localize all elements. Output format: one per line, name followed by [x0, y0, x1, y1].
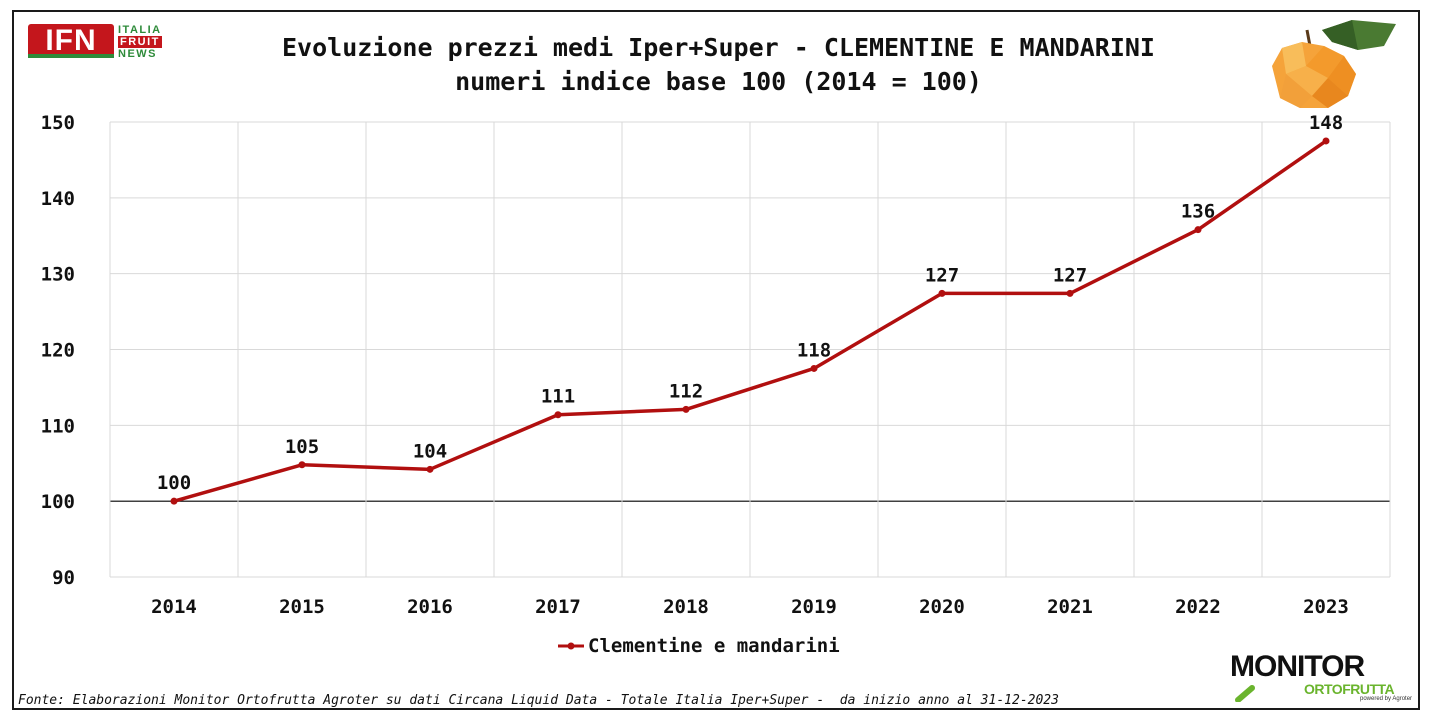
- data-label: 148: [1309, 112, 1343, 134]
- ifn-logo: IFN ITALIA FRUIT NEWS: [28, 24, 168, 62]
- x-tick-label: 2018: [663, 596, 709, 618]
- data-point: [1194, 226, 1202, 234]
- monitor-ortofrutta-logo: MONITOR ORTOFRUTTA powered by Agroter: [1230, 650, 1416, 702]
- y-tick-label: 130: [41, 264, 75, 286]
- y-tick-label: 100: [41, 491, 75, 513]
- chart-subtitle: numeri indice base 100 (2014 = 100): [455, 67, 982, 96]
- chart-title: Evoluzione prezzi medi Iper+Super - CLEM…: [282, 33, 1155, 62]
- legend-label: Clementine e mandarini: [588, 635, 840, 657]
- data-label: 105: [285, 436, 319, 458]
- data-point: [810, 364, 818, 372]
- data-point: [426, 465, 434, 473]
- x-tick-label: 2019: [791, 596, 837, 618]
- data-label: 127: [925, 264, 959, 286]
- data-label: 136: [1181, 201, 1215, 223]
- y-tick-label: 120: [41, 340, 75, 362]
- x-tick-label: 2016: [407, 596, 453, 618]
- data-label: 118: [797, 339, 831, 361]
- ifn-logo-text: ITALIA FRUIT NEWS: [118, 24, 162, 60]
- monitor-logo-title: MONITOR: [1230, 650, 1365, 683]
- x-tick-label: 2015: [279, 596, 325, 618]
- data-point: [1322, 137, 1330, 145]
- y-tick-label: 90: [52, 567, 75, 589]
- chart-frame: [12, 10, 1420, 710]
- source-note: Fonte: Elaborazioni Monitor Ortofrutta A…: [18, 693, 1059, 708]
- data-point: [554, 411, 562, 419]
- ifn-logo-line3: NEWS: [118, 48, 157, 60]
- monitor-logo-powered: powered by Agroter: [1360, 696, 1413, 702]
- ifn-logo-stripe: [28, 54, 114, 58]
- monitor-logo-sub: ORTOFRUTTA: [1304, 681, 1395, 697]
- series-line: [173, 139, 1327, 503]
- legend-swatch-icon: [558, 642, 584, 650]
- grid-layer: [109, 121, 1391, 578]
- data-point: [170, 497, 178, 505]
- magnifier-icon: [1235, 685, 1255, 702]
- data-point: [938, 289, 946, 297]
- y-tick-label: 110: [41, 415, 75, 437]
- ifn-logo-line1: ITALIA: [118, 24, 162, 36]
- x-tick-label: 2020: [919, 596, 965, 618]
- x-tick-label: 2014: [151, 596, 197, 618]
- x-tick-label: 2021: [1047, 596, 1093, 618]
- data-label: 111: [541, 386, 575, 408]
- data-labels: 100 105 104 111 112 118 127 127 136 148: [157, 112, 1343, 494]
- data-label: 112: [669, 380, 703, 402]
- x-tick-label: 2017: [535, 596, 581, 618]
- y-tick-label: 150: [41, 112, 75, 134]
- data-label: 104: [413, 440, 447, 462]
- clementine-icon: [1272, 20, 1396, 108]
- legend: Clementine e mandarini: [556, 634, 840, 658]
- ifn-logo-line2: FRUIT: [118, 36, 162, 48]
- data-label: 100: [157, 472, 191, 494]
- data-label: 127: [1053, 264, 1087, 286]
- series-layer: [170, 137, 1330, 505]
- ifn-logo-mark: IFN: [28, 24, 114, 58]
- y-tick-label: 140: [41, 188, 75, 210]
- x-tick-label: 2023: [1303, 596, 1349, 618]
- data-point: [682, 405, 690, 413]
- data-point: [298, 461, 306, 469]
- x-axis-ticks: 2014 2015 2016 2017 2018 2019 2020 2021 2022 2023: [151, 596, 1349, 618]
- x-tick-label: 2022: [1175, 596, 1221, 618]
- data-point: [1066, 289, 1074, 297]
- y-axis-ticks: 90 100 110 120 130 140 150: [41, 112, 75, 589]
